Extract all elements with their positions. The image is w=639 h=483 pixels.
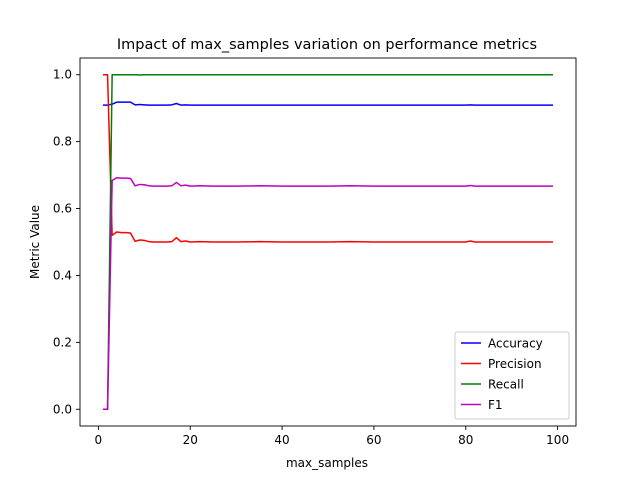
y-tick-label: 0.8 [53, 135, 72, 149]
x-tick-label: 0 [95, 433, 103, 447]
x-axis-label: max_samples [286, 456, 368, 470]
y-tick-label: 0.6 [53, 202, 72, 216]
y-tick-label: 0.0 [53, 402, 72, 416]
legend-label-precision: Precision [488, 357, 542, 371]
legend-label-f1: F1 [488, 398, 503, 412]
y-tick-label: 0.2 [53, 335, 72, 349]
y-tick-label: 1.0 [53, 68, 72, 82]
chart-title: Impact of max_samples variation on perfo… [117, 37, 537, 53]
series-line-accuracy [102, 101, 554, 106]
axes: 0 20 40 60 80 100 0.0 0.2 0.4 0.6 0.8 1.0 [53, 57, 577, 447]
legend-label-accuracy: Accuracy [488, 337, 543, 351]
legend: Accuracy Precision Recall F1 [454, 331, 570, 420]
y-tick-label: 0.4 [53, 268, 72, 282]
legend-box [454, 331, 570, 420]
axes-frame [79, 57, 577, 427]
y-axis-label: Metric Value [28, 205, 42, 279]
x-tick-label: 80 [458, 433, 473, 447]
series-line-precision [102, 73, 554, 243]
legend-label-recall: Recall [488, 378, 524, 392]
x-tick-label: 100 [546, 433, 569, 447]
series-line-f1 [102, 177, 554, 411]
x-tick-label: 60 [366, 433, 381, 447]
x-tick-label: 40 [274, 433, 289, 447]
series-line-recall [102, 73, 554, 411]
plot-area [102, 73, 554, 411]
x-tick-label: 20 [183, 433, 198, 447]
